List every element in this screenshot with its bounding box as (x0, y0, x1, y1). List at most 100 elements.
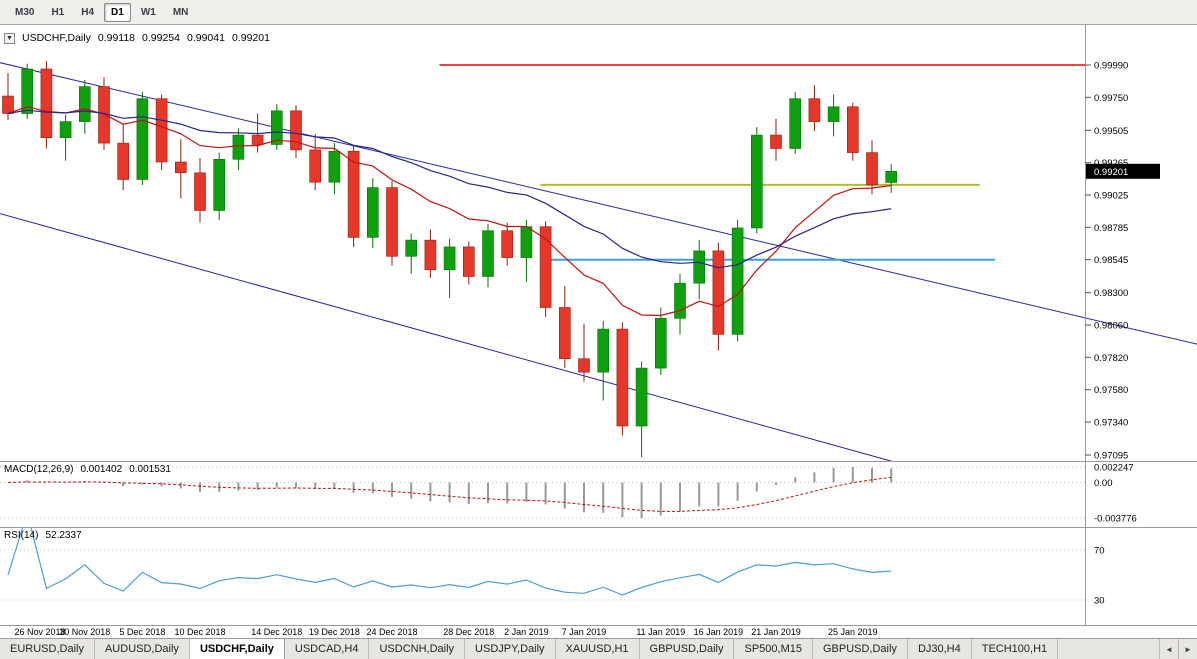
candle-body (597, 328, 610, 373)
tab-scroll-buttons: ◄ ► (1159, 639, 1197, 659)
tabs-scroll-right-icon[interactable]: ► (1178, 639, 1197, 659)
macd-indicator-chart[interactable]: 0.002247 0.00 -0.003776 (0, 461, 1197, 527)
chart-tab-usdcad-h4[interactable]: USDCAD,H4 (284, 639, 370, 659)
candle (79, 79, 91, 134)
rsi-indicator-chart[interactable]: 70 30 (0, 527, 1197, 625)
timeframe-button-m30[interactable]: M30 (15, 6, 35, 18)
chart-tab-gbpusd-daily[interactable]: GBPUSD,Daily (812, 639, 908, 659)
price-chart-panel: 0.99990 0.99750 0.99505 0.99265 0.99025 0.987… (0, 25, 1197, 461)
chart-tab-eurusd-daily[interactable]: EURUSD,Daily (0, 639, 95, 659)
candle-body (674, 282, 686, 319)
candle-body (213, 159, 225, 211)
timeframe-button-h1[interactable]: H1 (51, 6, 65, 18)
chart-tab-usdcnh-daily[interactable]: USDCNH,Daily (369, 639, 466, 659)
chart-tab-audusd-daily[interactable]: AUDUSD,Daily (94, 639, 190, 659)
chart-tab-xauusd-h1[interactable]: XAUUSD,H1 (555, 639, 640, 659)
candle (750, 127, 763, 234)
candle-body (885, 171, 898, 183)
collapse-chart-button[interactable]: ▼ (4, 32, 15, 44)
tabs-scroll-left-icon[interactable]: ◄ (1159, 639, 1178, 659)
chart-tab-usdjpy-daily[interactable]: USDJPY,Daily (465, 639, 556, 659)
chart-tab-dj30-h4[interactable]: DJ30,H4 (907, 639, 972, 659)
candlestick-chart[interactable]: 0.99990 0.99750 0.99505 0.99265 0.99025 0.987… (0, 25, 1197, 461)
channel-upper-line[interactable] (0, 62, 1197, 345)
candle-body (251, 134, 264, 145)
timeframe-button-w1[interactable]: W1 (140, 6, 156, 18)
candle (213, 152, 225, 220)
candle-body (693, 250, 706, 284)
candle (232, 128, 245, 171)
timeframe-toolbar: M30 H1 H4 D1 W1 MN (0, 0, 1197, 25)
candle (789, 91, 802, 154)
candle (731, 219, 744, 342)
candle (194, 158, 206, 223)
price-scale-label: 0.99505 (1094, 126, 1128, 137)
timeframe-button-d1[interactable]: D1 (104, 2, 131, 22)
rsi-indicator-panel: 70 30 RSI(14) 52.2337 (0, 527, 1197, 625)
candle (347, 145, 360, 247)
candle (443, 238, 456, 299)
ohlc-high-value: 0.99254 (142, 32, 180, 44)
date-label: 25 Jan 2019 (828, 627, 878, 637)
price-scale-label: 0.97340 (1094, 418, 1128, 429)
candle (366, 178, 379, 249)
chart-tabs: EURUSD,Daily AUDUSD,Daily USDCHF,Daily USDC… (0, 639, 1159, 659)
chart-tab-sp500-m15[interactable]: SP500,M15 (734, 639, 813, 659)
candle-body (290, 110, 302, 151)
candle (270, 104, 283, 150)
candle (616, 322, 629, 436)
candle-body (866, 152, 878, 186)
timeframe-button-mn[interactable]: MN (172, 6, 189, 18)
macd-label: MACD(12,26,9) 0.001402 0.001531 (4, 464, 171, 475)
macd-zero-scale-label: 0.00 (1094, 478, 1113, 489)
date-label: 21 Jan 2019 (751, 627, 801, 637)
chart-tabs-bar: EURUSD,Daily AUDUSD,Daily USDCHF,Daily USDC… (0, 638, 1197, 659)
date-label: 2 Jan 2019 (504, 627, 549, 637)
channel-lower-line[interactable] (0, 213, 901, 461)
chart-tab-usdchf-daily[interactable]: USDCHF,Daily (189, 639, 285, 659)
candle-body (309, 149, 322, 183)
macd-main-value: 0.001402 (80, 464, 123, 475)
date-label: 24 Dec 2018 (366, 627, 418, 637)
candle (424, 229, 437, 278)
ohlc-open-value: 0.99118 (97, 32, 136, 44)
rsi-value: 52.2337 (45, 530, 82, 541)
ma-slow-line (7, 109, 892, 269)
candle-body (328, 150, 341, 183)
timeframe-button-h4[interactable]: H4 (81, 6, 95, 18)
candle (59, 114, 72, 161)
ohlc-low-value: 0.99041 (187, 32, 225, 44)
candle (539, 221, 552, 317)
candle (635, 361, 648, 457)
candle-body (366, 187, 379, 238)
candle (136, 91, 149, 185)
chart-title: ▼ USDCHF,Daily 0.99118 0.99254 0.99041 0… (4, 32, 270, 44)
candle (654, 307, 667, 375)
candle-body (482, 230, 494, 277)
candle-body (117, 142, 129, 180)
candle-body (789, 98, 802, 149)
ohlc-close-value: 0.99201 (231, 32, 270, 44)
rsi-line (7, 527, 892, 596)
rsi-indicator-name: RSI(14) (4, 530, 39, 541)
candle-body (59, 121, 72, 138)
candle (501, 222, 514, 266)
date-label: 14 Dec 2018 (251, 627, 303, 637)
candle-body (712, 250, 725, 335)
date-label: 5 Dec 2018 (119, 627, 166, 637)
price-scale-label: 0.99990 (1094, 61, 1128, 72)
candle (846, 102, 859, 161)
candle-body (136, 98, 149, 180)
price-scale-label: 0.97580 (1094, 385, 1128, 396)
candle-body (846, 106, 859, 153)
candle-body (40, 68, 53, 138)
price-scale-label: 0.98300 (1094, 288, 1128, 299)
date-label: 10 Dec 2018 (174, 627, 226, 637)
time-axis: 26 Nov 2018 30 Nov 2018 5 Dec 2018 10 Dec 2… (0, 625, 1197, 638)
candle (462, 241, 475, 285)
chart-tab-gbpusd-daily[interactable]: GBPUSD,Daily (639, 639, 735, 659)
candle (290, 105, 302, 158)
date-label: 28 Dec 2018 (443, 627, 495, 637)
candle (712, 242, 725, 351)
chart-tab-tech100-h1[interactable]: TECH100,H1 (971, 639, 1059, 659)
